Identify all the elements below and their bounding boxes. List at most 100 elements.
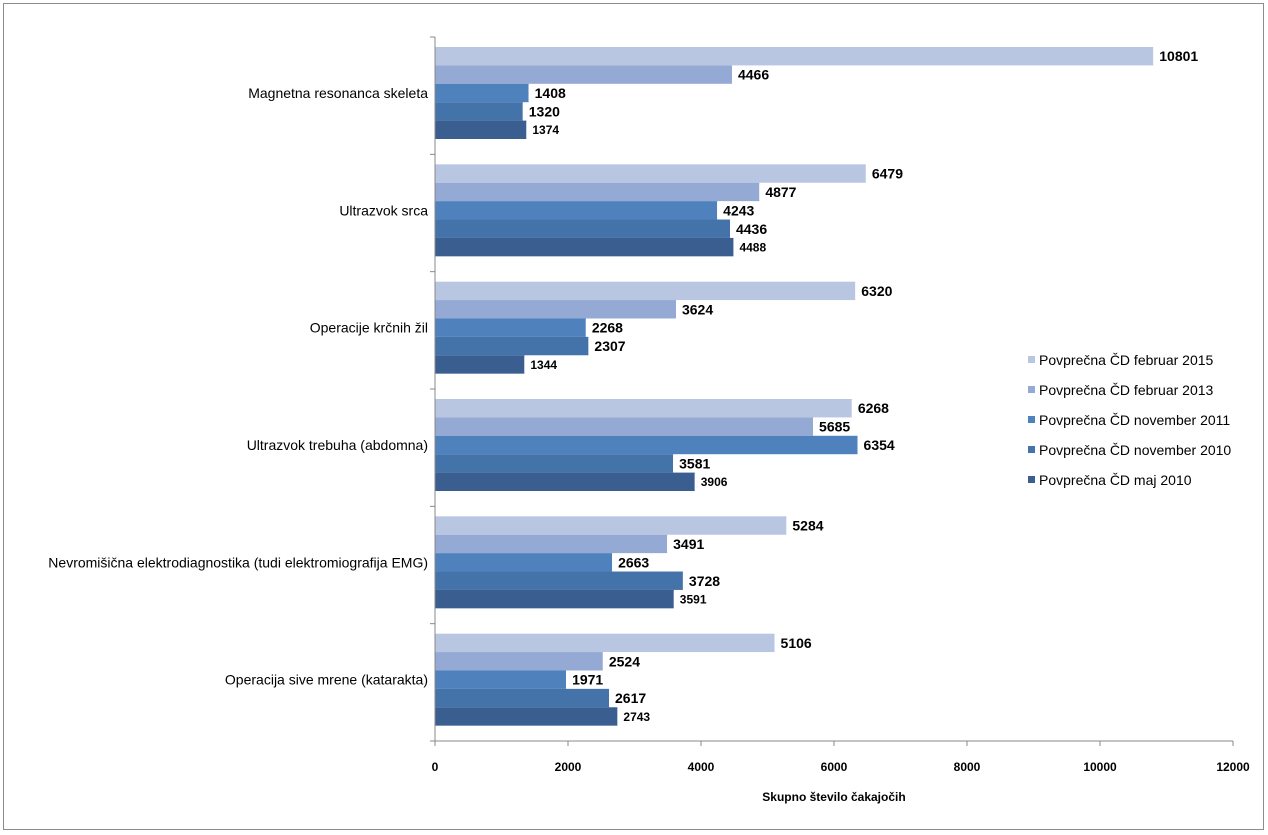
- category-label: Ultrazvok srca: [339, 202, 428, 218]
- data-label-bg: [588, 337, 635, 355]
- legend-swatch: [1028, 416, 1035, 423]
- data-label-bg: [609, 689, 656, 707]
- data-label-bg: [675, 301, 723, 318]
- data-label-bg: [524, 356, 566, 373]
- data-label: 3581: [679, 455, 710, 471]
- data-label-bg: [813, 418, 860, 435]
- data-label: 1374: [532, 123, 559, 137]
- data-labels: 10801 4466 1408 1320 1374 6479 4877 4243 4436 448…: [522, 48, 1209, 725]
- data-label-bg: [528, 84, 576, 102]
- category-label: Ultrazvok trebuha (abdomna): [247, 437, 428, 453]
- data-label: 3728: [689, 573, 720, 589]
- category-label: Magnetna resonanca skeleta: [248, 85, 428, 101]
- data-label: 4877: [765, 184, 796, 200]
- bar: [435, 182, 760, 202]
- data-label: 4466: [738, 67, 769, 83]
- bar: [435, 318, 586, 337]
- data-label-bg: [667, 535, 714, 553]
- data-label-bg: [857, 436, 904, 454]
- legend-label: Povprečna ČD november 2011: [1039, 412, 1230, 428]
- x-tick-label: 10000: [1083, 760, 1117, 774]
- bar: [435, 399, 852, 418]
- legend-label: Povprečna ČD februar 2015: [1039, 352, 1214, 368]
- bar: [435, 120, 527, 139]
- data-label-bg: [602, 653, 650, 670]
- x-tick-label: 12000: [1216, 760, 1250, 774]
- data-label: 5284: [792, 518, 823, 534]
- data-label-bg: [673, 590, 716, 608]
- data-label-bg: [855, 282, 902, 300]
- bar: [435, 281, 856, 301]
- data-label: 2663: [618, 554, 649, 570]
- data-label: 4436: [736, 221, 767, 237]
- data-label-bg: [526, 121, 568, 138]
- data-label-bg: [617, 708, 660, 725]
- x-tick-label: 2000: [555, 760, 582, 774]
- data-label: 2617: [615, 690, 646, 706]
- category-labels: Magnetna resonanca skeleta Ultrazvok srca…: [48, 85, 428, 688]
- data-label-bg: [731, 66, 779, 83]
- category-label: Operacije krčnih žil: [310, 320, 428, 336]
- data-label-bg: [729, 220, 777, 237]
- bar: [435, 300, 676, 319]
- data-label: 1320: [529, 103, 560, 119]
- data-label: 1344: [530, 358, 557, 372]
- data-label-bg: [673, 455, 720, 472]
- legend-swatch: [1028, 356, 1035, 363]
- data-label: 2268: [592, 320, 623, 336]
- chart-frame: Magnetna resonanca skeleta Ultrazvok srca…: [3, 3, 1264, 830]
- bar: [435, 472, 695, 491]
- data-label: 6320: [861, 283, 892, 299]
- data-label: 1408: [535, 85, 566, 101]
- data-label: 6354: [864, 437, 895, 453]
- data-label: 3624: [682, 301, 713, 317]
- bar: [435, 589, 674, 609]
- legend-label: Povprečna ČD maj 2010: [1039, 472, 1192, 488]
- bar: [435, 670, 567, 689]
- data-label: 3491: [673, 536, 704, 552]
- bar: [435, 336, 589, 356]
- bar: [435, 435, 858, 455]
- data-label-bg: [585, 319, 633, 336]
- data-label: 2743: [623, 710, 650, 724]
- data-label-bg: [1153, 48, 1209, 65]
- x-axis-title: Skupno število čakajočih: [762, 790, 905, 804]
- bar: [435, 553, 613, 572]
- bar: [435, 237, 734, 257]
- x-tick-label: 8000: [954, 760, 981, 774]
- bar: [435, 102, 523, 121]
- bar: [435, 688, 610, 708]
- data-label: 2307: [594, 338, 625, 354]
- x-axis-ticks: 0 2000 4000 6000 8000 10000 12000: [432, 741, 1250, 774]
- data-label: 3591: [680, 592, 707, 606]
- x-tick-label: 4000: [688, 760, 715, 774]
- bar: [435, 707, 618, 726]
- data-label-bg: [612, 554, 659, 571]
- data-label: 6268: [858, 400, 889, 416]
- category-label: Operacija sive mrene (katarakta): [225, 672, 428, 688]
- data-label: 1971: [572, 672, 603, 688]
- data-label: 6479: [872, 166, 903, 182]
- data-label-bg: [759, 183, 806, 201]
- legend-swatch: [1028, 446, 1035, 453]
- bar: [435, 516, 787, 535]
- bar-chart: Magnetna resonanca skeleta Ultrazvok srca…: [48, 36, 1250, 804]
- bar: [435, 652, 603, 671]
- data-label: 2524: [609, 653, 640, 669]
- data-label: 10801: [1159, 48, 1198, 64]
- bar: [435, 454, 674, 473]
- legend-label: Povprečna ČD februar 2013: [1039, 382, 1214, 398]
- legend-label: Povprečna ČD november 2010: [1039, 442, 1231, 458]
- bar: [435, 164, 866, 183]
- bar: [435, 65, 732, 84]
- data-label: 5685: [819, 419, 850, 435]
- data-label: 4488: [739, 240, 766, 254]
- data-label-bg: [851, 400, 899, 417]
- data-label-bg: [774, 634, 821, 652]
- data-label: 4243: [723, 202, 754, 218]
- bars: [435, 47, 1154, 726]
- data-label-bg: [682, 572, 730, 589]
- bar: [435, 83, 529, 103]
- bar: [435, 534, 668, 554]
- data-label-bg: [522, 103, 570, 120]
